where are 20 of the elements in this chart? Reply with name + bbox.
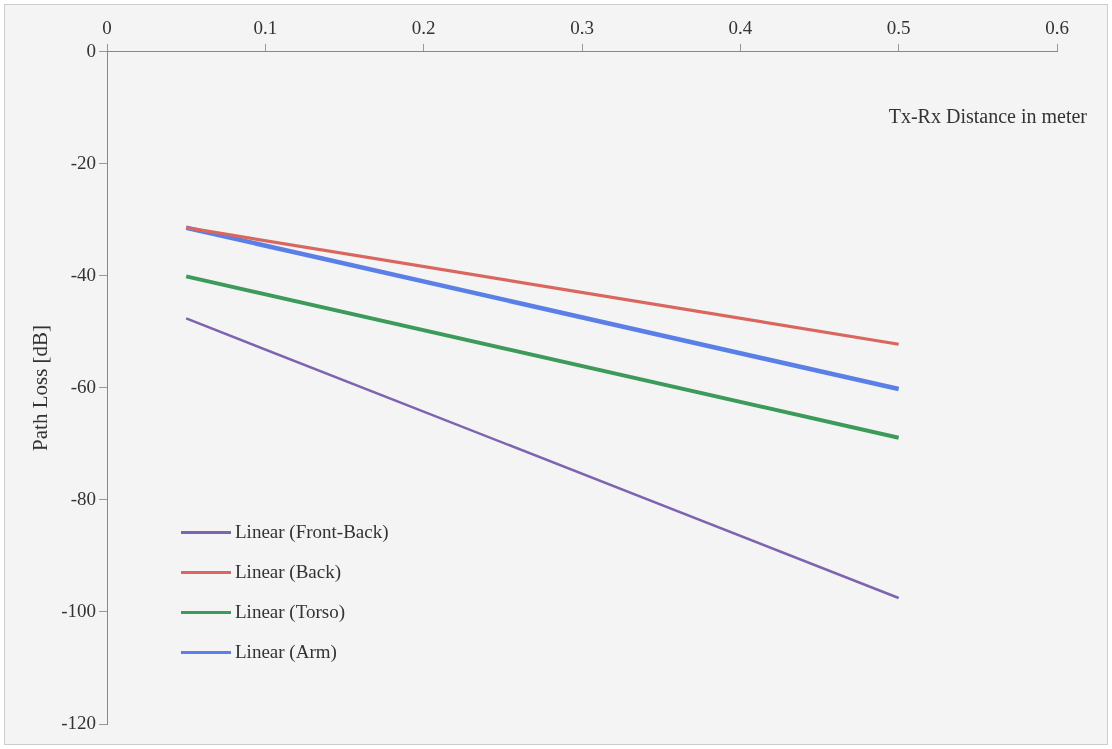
y-tick-label: -20 — [70, 151, 97, 173]
y-tick-label: -100 — [61, 599, 97, 621]
x-tick-label: 0.1 — [253, 17, 278, 39]
x-axis-title: Tx-Rx Distance in meter — [888, 105, 1087, 128]
x-tick-label: 0 — [102, 17, 112, 39]
legend-label: Linear (Back) — [235, 561, 342, 583]
legend-label: Linear (Arm) — [235, 641, 337, 663]
y-tick-label: -80 — [70, 487, 97, 509]
y-tick-label: -120 — [61, 711, 97, 733]
x-tick-label: 0.2 — [411, 17, 436, 39]
y-tick-label: -40 — [70, 263, 97, 285]
y-tick-label: 0 — [86, 39, 97, 61]
x-tick-label: 0.4 — [728, 17, 753, 39]
y-tick-label: -60 — [70, 375, 97, 397]
x-tick-label: 0.3 — [570, 17, 594, 39]
x-tick-label: 0.5 — [886, 17, 911, 39]
legend-label: Linear (Front-Back) — [235, 521, 389, 543]
y-axis-title: Path Loss [dB] — [28, 324, 53, 451]
legend-label: Linear (Torso) — [235, 601, 345, 623]
x-tick-label: 0.6 — [1045, 17, 1069, 39]
